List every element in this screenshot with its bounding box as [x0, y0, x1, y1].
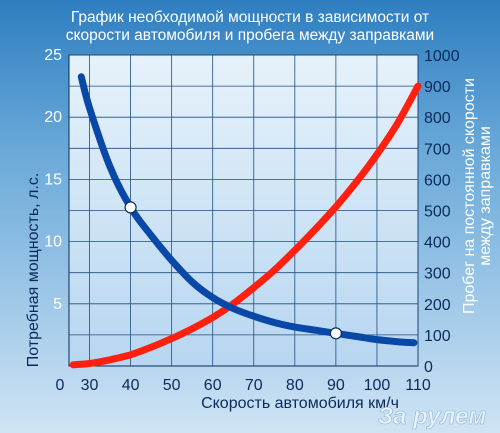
- right-y-axis-label-line-1: Пробег на постоянной скорости: [461, 78, 478, 314]
- right-y-tick-label: 0: [424, 359, 433, 376]
- right-y-tick-label: 600: [424, 172, 451, 189]
- x-tick-labels: 0 30 40 50 60 70 80 90 100 110: [56, 377, 431, 394]
- chart-title-line-2: скорости автомобиля и пробега между запр…: [66, 27, 434, 44]
- x-tick-label: 80: [286, 377, 304, 394]
- x-tick-label: 70: [245, 377, 263, 394]
- left-y-tick-label: 5: [53, 296, 62, 313]
- left-y-tick-label: 15: [44, 171, 62, 188]
- x-tick-label: 100: [364, 377, 391, 394]
- right-y-tick-label: 1000: [424, 48, 460, 65]
- left-y-tick-labels: 5 10 15 20 25: [44, 47, 62, 313]
- right-y-axis-label-line-2: между заправками: [477, 126, 494, 266]
- watermark-logo: За рулем: [378, 403, 487, 430]
- right-y-tick-label: 800: [424, 110, 451, 127]
- right-y-tick-label: 900: [424, 79, 451, 96]
- power-curve-line: [69, 82, 422, 369]
- right-y-tick-labels: 0 100 200 300 400 500 600 700 800 900 1000: [424, 48, 460, 376]
- data-marker-point: [124, 201, 137, 214]
- right-y-tick-label: 500: [424, 204, 451, 221]
- data-marker-point: [329, 327, 342, 340]
- right-y-tick-label: 300: [424, 266, 451, 283]
- left-y-tick-label: 20: [44, 109, 62, 126]
- left-y-tick-label: 25: [44, 47, 62, 64]
- data-markers: [124, 201, 342, 340]
- x-axis-label: Скорость автомобиля км/ч: [201, 395, 399, 412]
- chart-title-line-1: График необходимой мощности в зависимост…: [71, 9, 429, 26]
- x-tick-label: 110: [405, 377, 431, 394]
- x-tick-label: 0: [56, 377, 65, 394]
- right-y-tick-label: 700: [424, 141, 451, 158]
- x-tick-label: 90: [327, 377, 345, 394]
- x-tick-label: 30: [81, 377, 99, 394]
- right-y-tick-label: 200: [424, 297, 451, 314]
- x-tick-label: 50: [163, 377, 181, 394]
- left-y-tick-label: 10: [44, 234, 62, 251]
- right-y-tick-label: 400: [424, 235, 451, 252]
- left-y-axis-label: Потребная мощность, л.с.: [25, 173, 42, 368]
- x-tick-label: 60: [204, 377, 222, 394]
- x-tick-label: 40: [122, 377, 140, 394]
- right-y-tick-label: 100: [424, 328, 451, 345]
